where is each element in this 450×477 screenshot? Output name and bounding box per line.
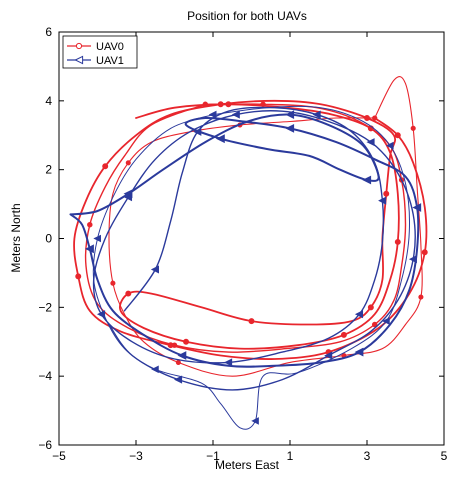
data-point [382,317,390,325]
data-point [312,110,321,119]
y-tick-label: 4 [45,94,52,108]
x-tick-label: −1 [206,449,220,463]
y-tick-label: −4 [38,369,52,383]
y-tick-label: 6 [45,25,52,39]
data-point [354,347,364,357]
data-point [378,196,387,205]
data-point [125,160,131,166]
series-uav1 [69,105,422,430]
x-axis-title: Meters East [215,458,280,472]
y-tick-label: 0 [45,232,52,246]
chart-title: Position for both UAVs [187,9,307,23]
x-tick-label: −3 [129,449,143,463]
data-point [367,304,374,311]
data-point [208,110,217,119]
data-point [418,294,424,300]
data-point [75,42,83,50]
data-point [285,110,295,120]
x-tick-label: 3 [364,449,371,463]
data-point [167,342,174,349]
data-point [93,234,101,243]
data-point [340,331,347,338]
data-point [412,203,422,212]
data-point [225,101,232,108]
data-point [215,134,225,144]
data-point [354,310,364,319]
data-point [173,375,183,384]
data-point [394,132,401,139]
data-point [183,338,190,345]
y-tick-label: −6 [38,438,52,452]
data-point [324,351,333,360]
data-point [251,417,259,425]
legend: UAV0 UAV1 [62,35,138,69]
data-point [421,249,428,256]
data-point [383,190,390,197]
x-tick-label: −5 [52,449,66,463]
data-point [410,125,416,131]
x-tick-label: 1 [287,449,294,463]
x-tick-label: 5 [441,449,448,463]
series-uav0 [73,76,428,377]
data-point [123,189,133,199]
data-point [150,265,159,274]
legend-box [62,35,138,69]
legend-label: UAV1 [96,55,124,67]
series-line [73,99,428,360]
series-line [92,106,416,391]
data-point [248,318,255,325]
data-point [177,351,187,360]
y-axis-title: Meters North [9,203,23,272]
data-point [74,55,84,65]
data-point [285,123,295,133]
data-point [371,321,378,328]
data-point [385,141,394,150]
data-point [364,115,370,122]
plot-area: −5 −3 −1 1 3 5 −6 −4 −2 0 2 4 6 [38,25,447,463]
legend-label: UAV0 [96,41,124,53]
data-point [366,138,375,147]
data-point [224,358,233,367]
axis-ticks: −5 −3 −1 1 3 5 −6 −4 −2 0 2 4 6 [38,25,447,463]
data-point [394,238,401,245]
data-point [217,101,224,108]
y-tick-label: −2 [38,300,52,314]
data-point [85,244,94,254]
data-point [362,175,372,185]
series-layer [69,76,428,430]
data-point [175,359,181,365]
data-point [125,290,132,297]
data-point [75,273,82,280]
data-point [231,110,240,119]
data-point [96,310,106,319]
data-point [102,163,109,170]
data-point [110,280,116,286]
data-point [87,221,93,228]
y-tick-label: 2 [45,163,52,177]
